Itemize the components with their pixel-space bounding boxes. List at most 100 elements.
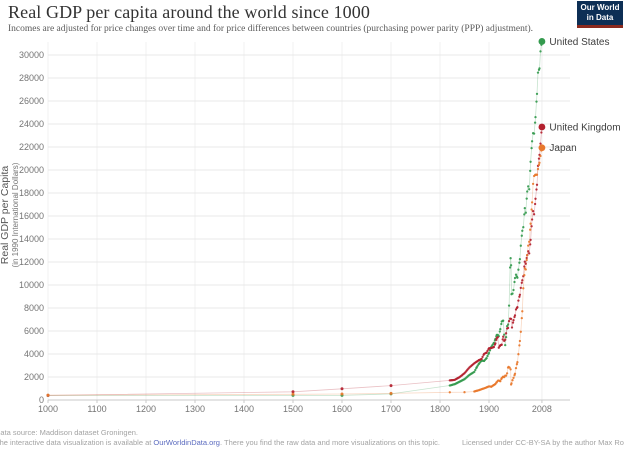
y-tick-label: 20000 [19,165,44,175]
data-point [514,273,518,276]
y-axis-subtitle: (in 1990 International Dollars) [11,162,20,267]
owid-logo-line1: Our World [580,3,620,12]
footer-note-before: The interactive data visualization is av… [0,437,154,447]
data-point [518,344,521,347]
data-point [530,140,534,143]
data-point [511,379,514,382]
x-tick-label: 1300 [185,404,205,414]
data-point [496,336,499,339]
data-point [511,292,514,295]
data-point [340,392,344,396]
data-point [516,361,519,364]
legend-item-japan[interactable]: Japan [538,143,577,154]
data-point [463,391,466,394]
data-point [539,142,542,145]
data-point [506,323,510,326]
data-point [532,213,536,216]
data-point [500,322,503,326]
data-point [522,287,525,290]
data-point [517,353,520,356]
data-point [531,182,535,186]
data-point [515,363,519,366]
x-tick-label: 1800 [430,404,450,414]
data-point [538,161,541,164]
data-point [389,384,393,388]
data-point [523,265,526,268]
data-point [509,257,512,260]
data-point [512,376,515,380]
data-point [495,338,498,342]
footer-note: The interactive data visualization is av… [0,438,624,448]
data-point [473,370,476,374]
y-tick-label: 18000 [19,188,44,198]
owid-logo: Our World in Data [577,1,623,28]
legend-item-united-states[interactable]: United States [538,37,610,48]
x-tick-label: 1600 [332,404,352,414]
y-tick-label: 0 [39,395,44,405]
data-point [510,382,513,385]
data-point [512,288,515,292]
x-tick-label: 1700 [381,404,401,414]
data-point [505,372,509,375]
data-point [503,333,506,336]
owid-link[interactable]: OurWorldinData.org [153,437,220,447]
license-note: Licensed under CC-BY-SA by the author Ma… [462,437,624,447]
data-point [519,286,522,290]
data-point [529,228,532,231]
data-point [513,280,516,284]
legend-item-united-kingdom[interactable]: United Kingdom [538,122,621,133]
data-point [509,368,512,371]
data-point [498,330,501,333]
plot-area: 1000 1100 1200 1300 1400 1500 1600 1700 1800 1900… [19,37,621,414]
data-point [528,252,531,255]
data-point [524,262,527,265]
data-point [539,154,542,158]
data-point [519,244,522,247]
data-point [526,190,529,193]
data-point [535,173,539,176]
data-point [448,391,451,394]
data-point [529,222,532,225]
data-point [523,206,526,210]
data-point [521,229,524,232]
x-tick-label: 1500 [283,404,303,414]
data-point [499,380,502,383]
x-tick-label: 1900 [479,404,499,414]
data-point [537,163,541,167]
data-point [525,197,528,200]
data-point [530,225,533,228]
legend-dot [538,123,546,131]
y-axis-title: Real GDP per Capita [0,166,11,265]
data-point [521,279,524,282]
legend-label: United Kingdom [549,122,620,133]
data-point [527,244,530,247]
y-tick-label: 28000 [19,73,44,83]
data-point [504,338,507,341]
data-point [535,183,539,186]
data-point [501,338,504,341]
data-point [487,351,491,355]
data-point [340,387,344,391]
data-point [510,326,514,329]
data-point [513,314,517,317]
y-tick-label: 26000 [19,96,44,106]
data-point [514,366,518,370]
footer-note-after: . There you find the raw data and more v… [219,437,440,447]
data-point [526,254,529,257]
y-tick-label: 8000 [24,303,44,313]
page-title: Real GDP per capita around the world sin… [8,2,370,22]
chart-subtitle: Incomes are adjusted for price changes o… [8,24,534,34]
data-point [538,67,541,70]
data-point [528,188,531,191]
data-point [535,100,538,103]
data-source-note: Data source: Maddison dataset Groningen. [0,428,139,437]
y-tick-label: 30000 [19,50,44,60]
data-point [504,335,508,339]
data-point [504,332,508,335]
data-point [516,306,519,309]
data-point [530,201,534,204]
data-point [513,276,517,280]
chart-footer: Data source: Maddison dataset Groningen.… [0,428,624,447]
data-point [513,372,517,375]
legend-label: Japan [549,143,576,154]
